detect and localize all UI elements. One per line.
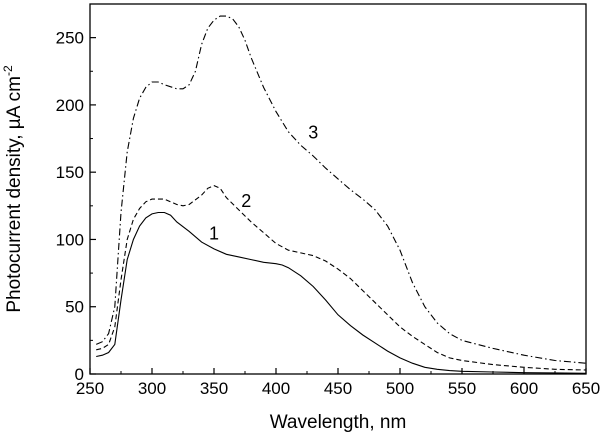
series-3-label: 3 xyxy=(308,123,318,143)
x-tick-label: 450 xyxy=(324,379,352,398)
x-tick-label: 550 xyxy=(448,379,476,398)
y-tick-label: 200 xyxy=(56,96,84,115)
x-tick-label: 300 xyxy=(138,379,166,398)
series-1-label: 1 xyxy=(209,223,219,243)
y-tick-label: 150 xyxy=(56,163,84,182)
y-tick-label: 50 xyxy=(65,298,84,317)
x-tick-label: 350 xyxy=(200,379,228,398)
x-tick-label: 400 xyxy=(262,379,290,398)
y-tick-label: 0 xyxy=(75,365,84,384)
axis-ticks: 250 300 350 400 450 500 550 600 650 0 50 100 150 200 2… xyxy=(56,29,601,398)
plot-frame xyxy=(89,3,587,375)
series-2-line xyxy=(96,185,587,371)
y-tick-label: 100 xyxy=(56,230,84,249)
x-tick-label: 250 xyxy=(76,379,104,398)
x-tick-label: 500 xyxy=(386,379,414,398)
x-tick-label: 600 xyxy=(510,379,538,398)
y-tick-label: 250 xyxy=(56,29,84,48)
series-1-line xyxy=(96,211,587,374)
y-axis-title-main: Photocurrent density, µA cm xyxy=(4,76,25,313)
x-tick-label: 650 xyxy=(572,379,600,398)
y-axis-title-superscript: -2 xyxy=(1,65,15,76)
x-axis-title: Wavelength, nm xyxy=(270,412,407,433)
y-axis-title: Photocurrent density, µA cm-2 xyxy=(1,65,25,313)
series-2-label: 2 xyxy=(241,191,251,211)
series-layer: 1 2 3 xyxy=(95,15,587,374)
series-3-line xyxy=(95,15,587,364)
